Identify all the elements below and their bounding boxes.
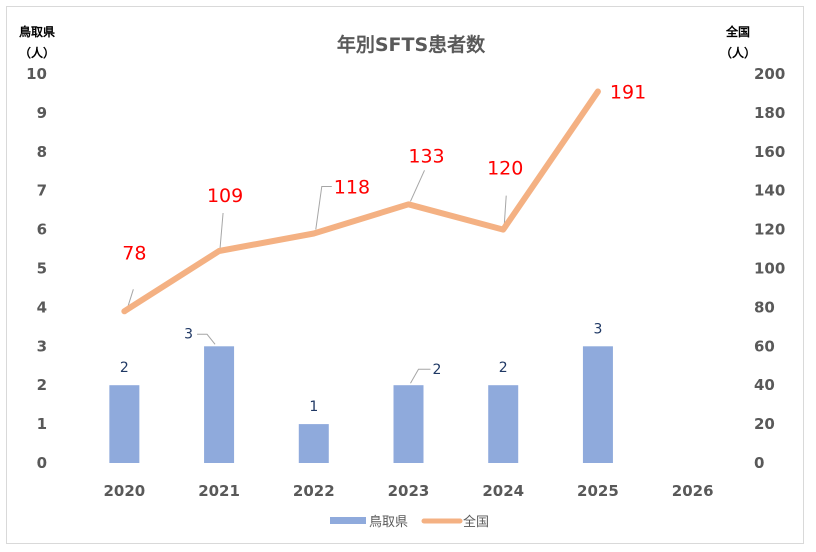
line-data-label: 191	[610, 82, 646, 104]
line-data-labels: 78 109 118 133 120 191	[122, 82, 646, 265]
legend-label-line: 全国	[463, 514, 489, 530]
label-leader-lines	[126, 170, 507, 384]
line-data-label: 109	[207, 185, 243, 207]
left-tick-label: 8	[37, 143, 47, 161]
left-tick-label: 9	[37, 104, 47, 122]
right-axis-ticks: 0 20 40 60 80 100 120 140 160 180 200	[754, 65, 785, 472]
right-tick-label: 40	[754, 376, 775, 394]
line-data-label: 78	[122, 242, 146, 264]
leader-line	[197, 333, 216, 345]
x-tick-label: 2024	[482, 482, 524, 500]
x-axis-ticks: 2020 2021 2022 2023 2024 2025 2026	[103, 482, 713, 500]
x-tick-label: 2022	[293, 482, 335, 500]
leader-line	[126, 289, 134, 309]
left-axis-title: 鳥取県	[19, 24, 55, 39]
left-tick-label: 7	[37, 182, 47, 200]
right-tick-label: 140	[754, 182, 785, 200]
right-tick-label: 180	[754, 104, 785, 122]
bar-data-label: 1	[309, 399, 318, 415]
legend-swatch-bar	[330, 517, 366, 524]
right-tick-label: 100	[754, 260, 785, 278]
bar-series	[109, 346, 613, 463]
leader-line	[410, 368, 431, 384]
line-point	[312, 231, 316, 235]
bar	[488, 385, 519, 463]
right-tick-label: 120	[754, 221, 785, 239]
bar	[582, 346, 613, 463]
left-tick-label: 2	[37, 376, 47, 394]
bar-data-label: 3	[184, 326, 193, 342]
bar	[109, 385, 140, 463]
bar	[204, 346, 235, 463]
legend: 鳥取県 全国	[330, 514, 489, 530]
bar-data-label: 2	[499, 360, 508, 376]
x-tick-label: 2026	[672, 482, 714, 500]
left-tick-label: 5	[37, 260, 47, 278]
left-tick-label: 1	[37, 415, 47, 433]
bar-data-label: 2	[433, 362, 442, 378]
x-tick-label: 2025	[577, 482, 619, 500]
leader-line	[219, 212, 224, 249]
left-tick-label: 0	[37, 454, 47, 472]
right-tick-label: 20	[754, 415, 775, 433]
line-data-label: 118	[334, 176, 370, 198]
line-series-path	[121, 88, 601, 315]
legend-label-bar: 鳥取県	[369, 515, 408, 530]
left-tick-label: 4	[37, 298, 47, 316]
leader-line	[410, 170, 425, 202]
line-data-label: 120	[487, 158, 523, 180]
right-tick-label: 200	[754, 65, 785, 83]
x-tick-label: 2020	[103, 482, 145, 500]
line-data-label: 133	[408, 145, 444, 167]
bar-data-label: 2	[120, 360, 129, 376]
line-point	[596, 90, 600, 94]
left-axis-ticks: 0 1 2 3 4 5 6 7 8 9 10	[26, 65, 47, 472]
line-point	[407, 202, 410, 206]
left-tick-label: 3	[37, 337, 47, 355]
leader-line	[315, 185, 332, 230]
line-point	[217, 249, 221, 253]
right-tick-label: 0	[754, 454, 764, 472]
x-tick-label: 2023	[388, 482, 430, 500]
line-point	[122, 309, 126, 313]
bar	[298, 424, 329, 463]
left-tick-label: 10	[26, 65, 47, 83]
chart-title: 年別SFTS患者数	[337, 33, 486, 56]
x-tick-label: 2021	[198, 482, 240, 500]
right-axis-unit: （人）	[720, 45, 756, 60]
bar	[393, 385, 424, 463]
left-tick-label: 6	[37, 221, 47, 239]
bar-data-labels: 2 3 1 2 2 3	[120, 321, 602, 415]
right-tick-label: 80	[754, 298, 775, 316]
left-axis-unit: （人）	[19, 45, 55, 60]
leader-line	[503, 195, 507, 226]
bar-data-label: 3	[593, 321, 602, 337]
right-tick-label: 160	[754, 143, 785, 161]
right-axis-title: 全国	[725, 24, 750, 39]
right-tick-label: 60	[754, 337, 775, 355]
line-series	[121, 88, 601, 315]
line-point	[501, 228, 505, 232]
